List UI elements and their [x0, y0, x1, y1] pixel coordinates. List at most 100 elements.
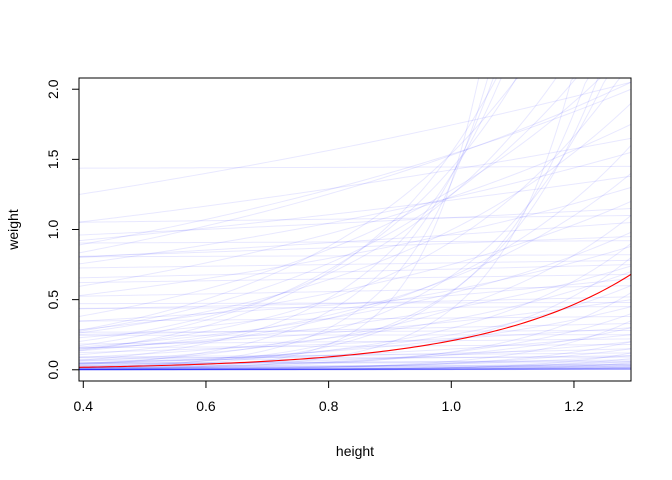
sample-curve-57	[79, 78, 519, 347]
x-tick-label: 0.8	[319, 398, 339, 414]
sample-curve-54	[79, 78, 578, 332]
sample-curve-35	[79, 366, 631, 370]
sample-curve-19	[79, 322, 631, 335]
sample-curve-34	[79, 365, 631, 369]
sample-curve-2	[79, 81, 631, 195]
sample-curve-91	[79, 367, 631, 371]
sample-curve-55	[79, 78, 557, 342]
sample-curve-86	[79, 362, 631, 371]
sample-curve-3	[79, 165, 631, 169]
sample-curve-28	[79, 359, 631, 365]
sample-curve-45	[79, 123, 631, 287]
sample-curve-8	[79, 236, 631, 257]
x-tick-label: 1.0	[442, 398, 462, 414]
sample-curve-22	[79, 338, 631, 345]
sample-curve-66	[79, 78, 575, 370]
sample-curve-15	[79, 296, 631, 310]
sample-curve-17	[79, 306, 631, 309]
sample-curve-92	[79, 327, 631, 354]
sample-curve-37	[79, 367, 631, 370]
sample-curve-39	[79, 368, 631, 371]
sample-curve-79	[79, 327, 631, 369]
sample-curve-49	[79, 200, 631, 331]
sample-curve-11	[79, 259, 631, 269]
sample-curve-7	[79, 221, 631, 258]
sample-curve-23	[79, 344, 631, 349]
sample-curve-5	[79, 207, 631, 236]
y-tick-label: 1.0	[45, 220, 61, 240]
sample-curve-90	[79, 367, 631, 371]
sample-curve-12	[79, 264, 631, 279]
highlight-layer	[79, 273, 631, 368]
sample-curve-61	[79, 78, 489, 369]
sample-curve-18	[79, 315, 631, 322]
sample-curve-76	[79, 306, 631, 364]
sample-curve-62	[79, 78, 480, 370]
sample-curve-31	[79, 363, 631, 368]
sample-curve-25	[79, 352, 631, 358]
sample-curve-24	[79, 348, 631, 361]
sample-curve-13	[79, 273, 631, 284]
sample-curve-68	[79, 102, 631, 334]
x-axis: 0.4 0.6 0.8 1.0 1.2	[74, 380, 584, 414]
sample-curve-74	[79, 285, 631, 365]
sample-curve-50	[79, 231, 631, 348]
sample-curve-95	[79, 299, 631, 349]
sample-curve-72	[79, 243, 631, 367]
x-tick-label: 0.4	[74, 398, 94, 414]
sample-curve-89	[79, 366, 631, 371]
y-tick-label: 1.5	[45, 149, 61, 169]
sample-curve-63	[79, 78, 621, 350]
sample-curve-94	[79, 341, 631, 367]
sample-curve-52	[79, 265, 631, 350]
sample-curve-67	[79, 78, 599, 368]
sample-curve-32	[79, 364, 631, 367]
sample-curve-53	[79, 78, 602, 317]
sample-curve-51	[79, 245, 631, 339]
sample-curve-56	[79, 78, 519, 331]
sample-curve-0	[79, 81, 631, 254]
sample-curve-81	[79, 348, 631, 370]
sample-curve-59	[79, 78, 502, 361]
sample-curve-64	[79, 78, 608, 365]
sample-curve-42	[79, 368, 631, 371]
sample-curve-77	[79, 313, 631, 369]
sample-curve-1	[79, 88, 631, 246]
y-axis: 0.0 0.5 1.0 1.5 2.0	[45, 79, 80, 380]
sample-curve-75	[79, 292, 631, 370]
sample-curve-33	[79, 365, 631, 369]
sample-curve-36	[79, 367, 631, 370]
sample-curve-58	[79, 78, 498, 352]
sample-curve-4	[79, 175, 631, 242]
sample-curve-10	[79, 254, 631, 258]
x-axis-title: height	[336, 443, 374, 459]
sample-curve-69	[79, 144, 631, 356]
sample-curve-88	[79, 365, 631, 371]
sample-curve-29	[79, 360, 631, 364]
sample-curve-14	[79, 285, 631, 297]
curve-layer	[79, 78, 631, 371]
sample-curve-16	[79, 301, 631, 305]
sample-curve-80	[79, 341, 631, 370]
mean-curve	[79, 273, 631, 368]
sample-curve-96	[79, 271, 631, 358]
sample-curve-6	[79, 214, 631, 223]
y-axis-title: weight	[5, 209, 21, 251]
x-tick-label: 0.6	[196, 398, 216, 414]
sample-curve-46	[79, 137, 631, 223]
y-tick-label: 0.5	[45, 290, 61, 310]
sample-curve-87	[79, 363, 631, 371]
sample-curve-60	[79, 78, 496, 366]
y-tick-label: 0.0	[45, 360, 61, 380]
sample-curve-26	[79, 355, 631, 362]
sample-curve-27	[79, 356, 631, 359]
sample-curve-48	[79, 186, 631, 297]
sample-curve-85	[79, 360, 631, 371]
sample-curve-78	[79, 320, 631, 371]
y-tick-label: 2.0	[45, 79, 61, 99]
sample-curve-9	[79, 240, 631, 244]
x-tick-label: 1.2	[564, 398, 584, 414]
sample-curve-71	[79, 215, 631, 362]
sample-curve-83	[79, 355, 631, 370]
